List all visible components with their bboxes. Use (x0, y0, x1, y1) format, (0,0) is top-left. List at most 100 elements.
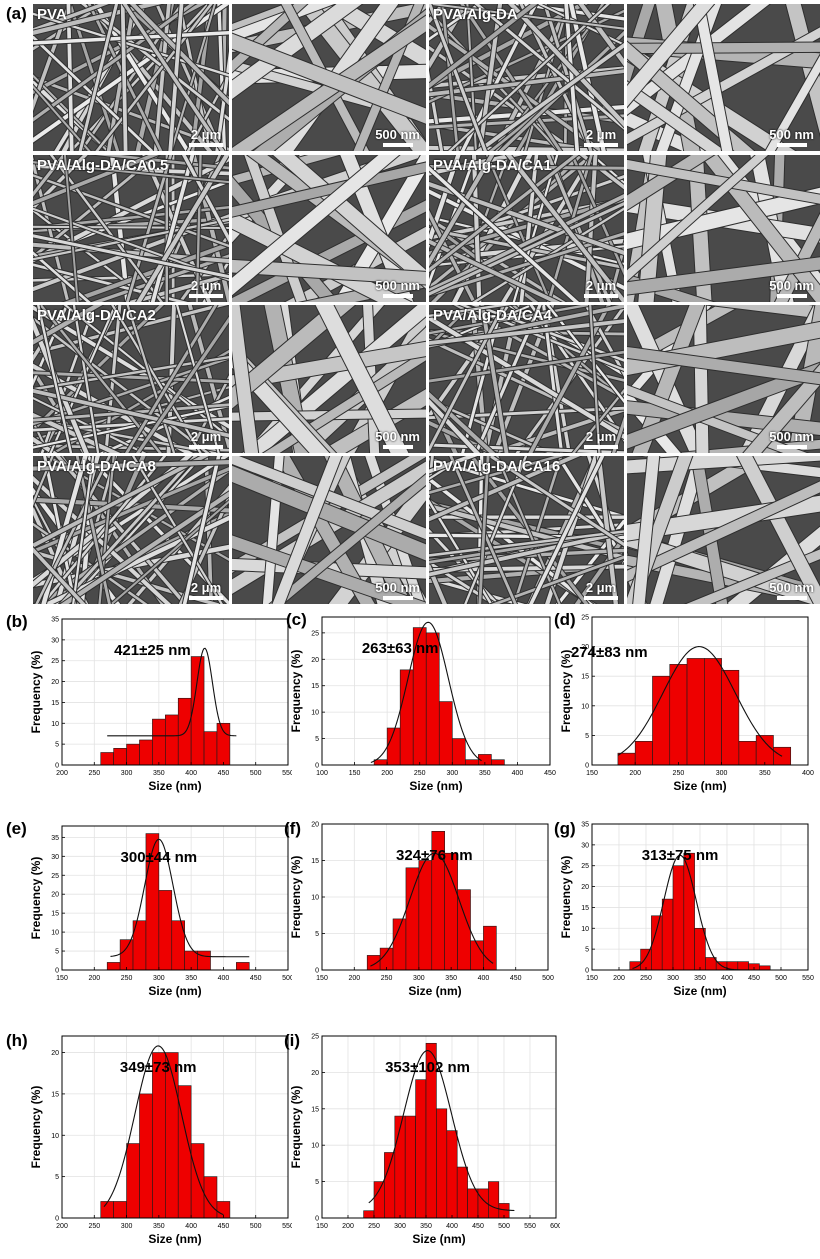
x-tick-label: 250 (381, 975, 393, 982)
y-tick-label: 10 (51, 930, 59, 937)
histogram-bar (640, 948, 652, 971)
panel-letter: (e) (6, 819, 27, 838)
scale-bar-line (776, 445, 807, 449)
scale-bar: 500 nm (375, 580, 420, 600)
scale-bar: 500 nm (769, 278, 814, 298)
histogram-bar (451, 738, 466, 766)
x-tick-label: 400 (802, 770, 814, 777)
histogram-bar (755, 735, 774, 766)
y-tick-label: 35 (581, 822, 589, 829)
sem-sample-label: PVA/Alg-DA/CA2 (37, 307, 156, 324)
y-tick-label: 15 (311, 858, 319, 865)
x-tick-label: 100 (316, 770, 328, 777)
panel-letter: (c) (286, 610, 307, 629)
axes-frame (321, 1035, 557, 1219)
scale-bar-label: 500 nm (375, 580, 420, 595)
scale-bar-line (584, 294, 618, 298)
histogram-bar (366, 955, 381, 971)
scale-bar-label: 2 μm (585, 278, 617, 293)
scale-bar: 500 nm (375, 127, 420, 147)
panel-letter: (b) (6, 612, 28, 631)
x-tick-label: 500 (282, 975, 292, 982)
axes-frame (591, 616, 809, 766)
mean-diameter-annotation: 349±73 nm (120, 1059, 197, 1076)
y-tick-label: 25 (51, 873, 59, 880)
x-tick-label: 200 (629, 770, 641, 777)
histogram-bar (158, 890, 173, 971)
histogram-bar (197, 950, 211, 971)
histogram-bar (467, 1188, 479, 1219)
histogram-2: 150 200 250 300 350 400 0 5 10 15 20 25 Size (nm) Fre… (554, 610, 814, 793)
panel-letter: (d) (554, 610, 576, 629)
scale-bar-line (584, 596, 618, 600)
scale-bar-line (776, 294, 807, 298)
y-tick-label: 25 (51, 658, 59, 665)
y-tick-label: 0 (585, 968, 589, 975)
y-tick-label: 5 (55, 1174, 59, 1181)
mean-diameter-annotation: 421±25 nm (114, 642, 191, 659)
histogram-bar (705, 957, 717, 971)
x-tick-label: 300 (413, 975, 425, 982)
gaussian-fit-curve (103, 1045, 224, 1216)
scale-bar-line (584, 143, 618, 147)
y-tick-label: 5 (55, 742, 59, 749)
x-tick-label: 150 (56, 975, 68, 982)
scale-bar-line (382, 445, 413, 449)
axes-frame (61, 825, 289, 971)
histogram-bar (759, 965, 771, 971)
sem-image-high-mag: 500 nm (232, 155, 426, 302)
y-tick-label: 10 (51, 1133, 59, 1140)
x-tick-label: 300 (121, 1223, 133, 1230)
y-tick-label: 5 (55, 949, 59, 956)
scale-bar-label: 2 μm (190, 278, 222, 293)
scale-bar-label: 500 nm (769, 580, 814, 595)
y-tick-label: 5 (315, 736, 319, 743)
x-tick-label: 250 (673, 770, 685, 777)
x-tick-label: 550 (524, 1223, 536, 1230)
y-tick-label: 30 (51, 637, 59, 644)
y-axis-label: Frequency (%) (29, 1086, 43, 1169)
x-tick-label: 250 (88, 1223, 100, 1230)
sem-image-low-mag: PVA/Alg-DA/CA16 2 μm (429, 456, 624, 604)
x-tick-label: 200 (342, 1223, 354, 1230)
mean-diameter-annotation: 300±44 nm (121, 849, 198, 866)
y-tick-label: 35 (51, 617, 59, 624)
histogram-bar (418, 860, 433, 971)
scale-bar-line (189, 294, 223, 298)
histogram-bar (652, 675, 671, 766)
sem-image-high-mag: 500 nm (627, 456, 820, 604)
y-tick-label: 0 (315, 763, 319, 770)
x-tick-label: 500 (542, 975, 554, 982)
gaussian-fit-curve (110, 838, 250, 958)
mean-diameter-annotation: 353±102 nm (385, 1059, 470, 1076)
histogram-bar (386, 727, 401, 766)
y-tick-label: 10 (311, 1143, 319, 1150)
x-tick-label: 250 (640, 975, 652, 982)
x-tick-label: 550 (282, 1223, 292, 1230)
histogram-bar (190, 1143, 205, 1219)
histogram-1: 100 150 200 250 300 350 400 450 0 5 10 15 20 25 Size (… (286, 610, 556, 793)
sem-image-low-mag: PVA/Alg-DA/CA8 2 μm (33, 456, 229, 604)
scale-bar-line (189, 143, 223, 147)
x-tick-label: 400 (185, 770, 197, 777)
histogram-bar (488, 1181, 500, 1219)
histogram-3: 150 200 250 300 350 400 450 500 0 5 10 15 20 25 30 35 Si… (6, 819, 292, 998)
scale-bar-label: 500 nm (375, 278, 420, 293)
y-tick-label: 0 (55, 968, 59, 975)
y-tick-label: 20 (581, 644, 589, 651)
y-tick-label: 20 (311, 657, 319, 664)
x-tick-label: 300 (394, 1223, 406, 1230)
sem-sample-label: PVA/Alg-DA/CA1 (433, 157, 552, 174)
scale-bar-label: 2 μm (190, 580, 222, 595)
x-tick-label: 400 (218, 975, 230, 982)
y-tick-label: 10 (311, 895, 319, 902)
scale-bar: 2 μm (189, 278, 223, 298)
histogram-bar (617, 752, 636, 766)
scale-bar-line (382, 143, 413, 147)
x-tick-label: 450 (510, 975, 522, 982)
sem-sample-label: PVA/Alg-DA/CA4 (433, 307, 552, 324)
x-tick-label: 550 (802, 975, 814, 982)
scale-bar: 2 μm (189, 429, 223, 449)
histogram-bar (100, 1201, 114, 1219)
histogram-bar (661, 898, 674, 971)
